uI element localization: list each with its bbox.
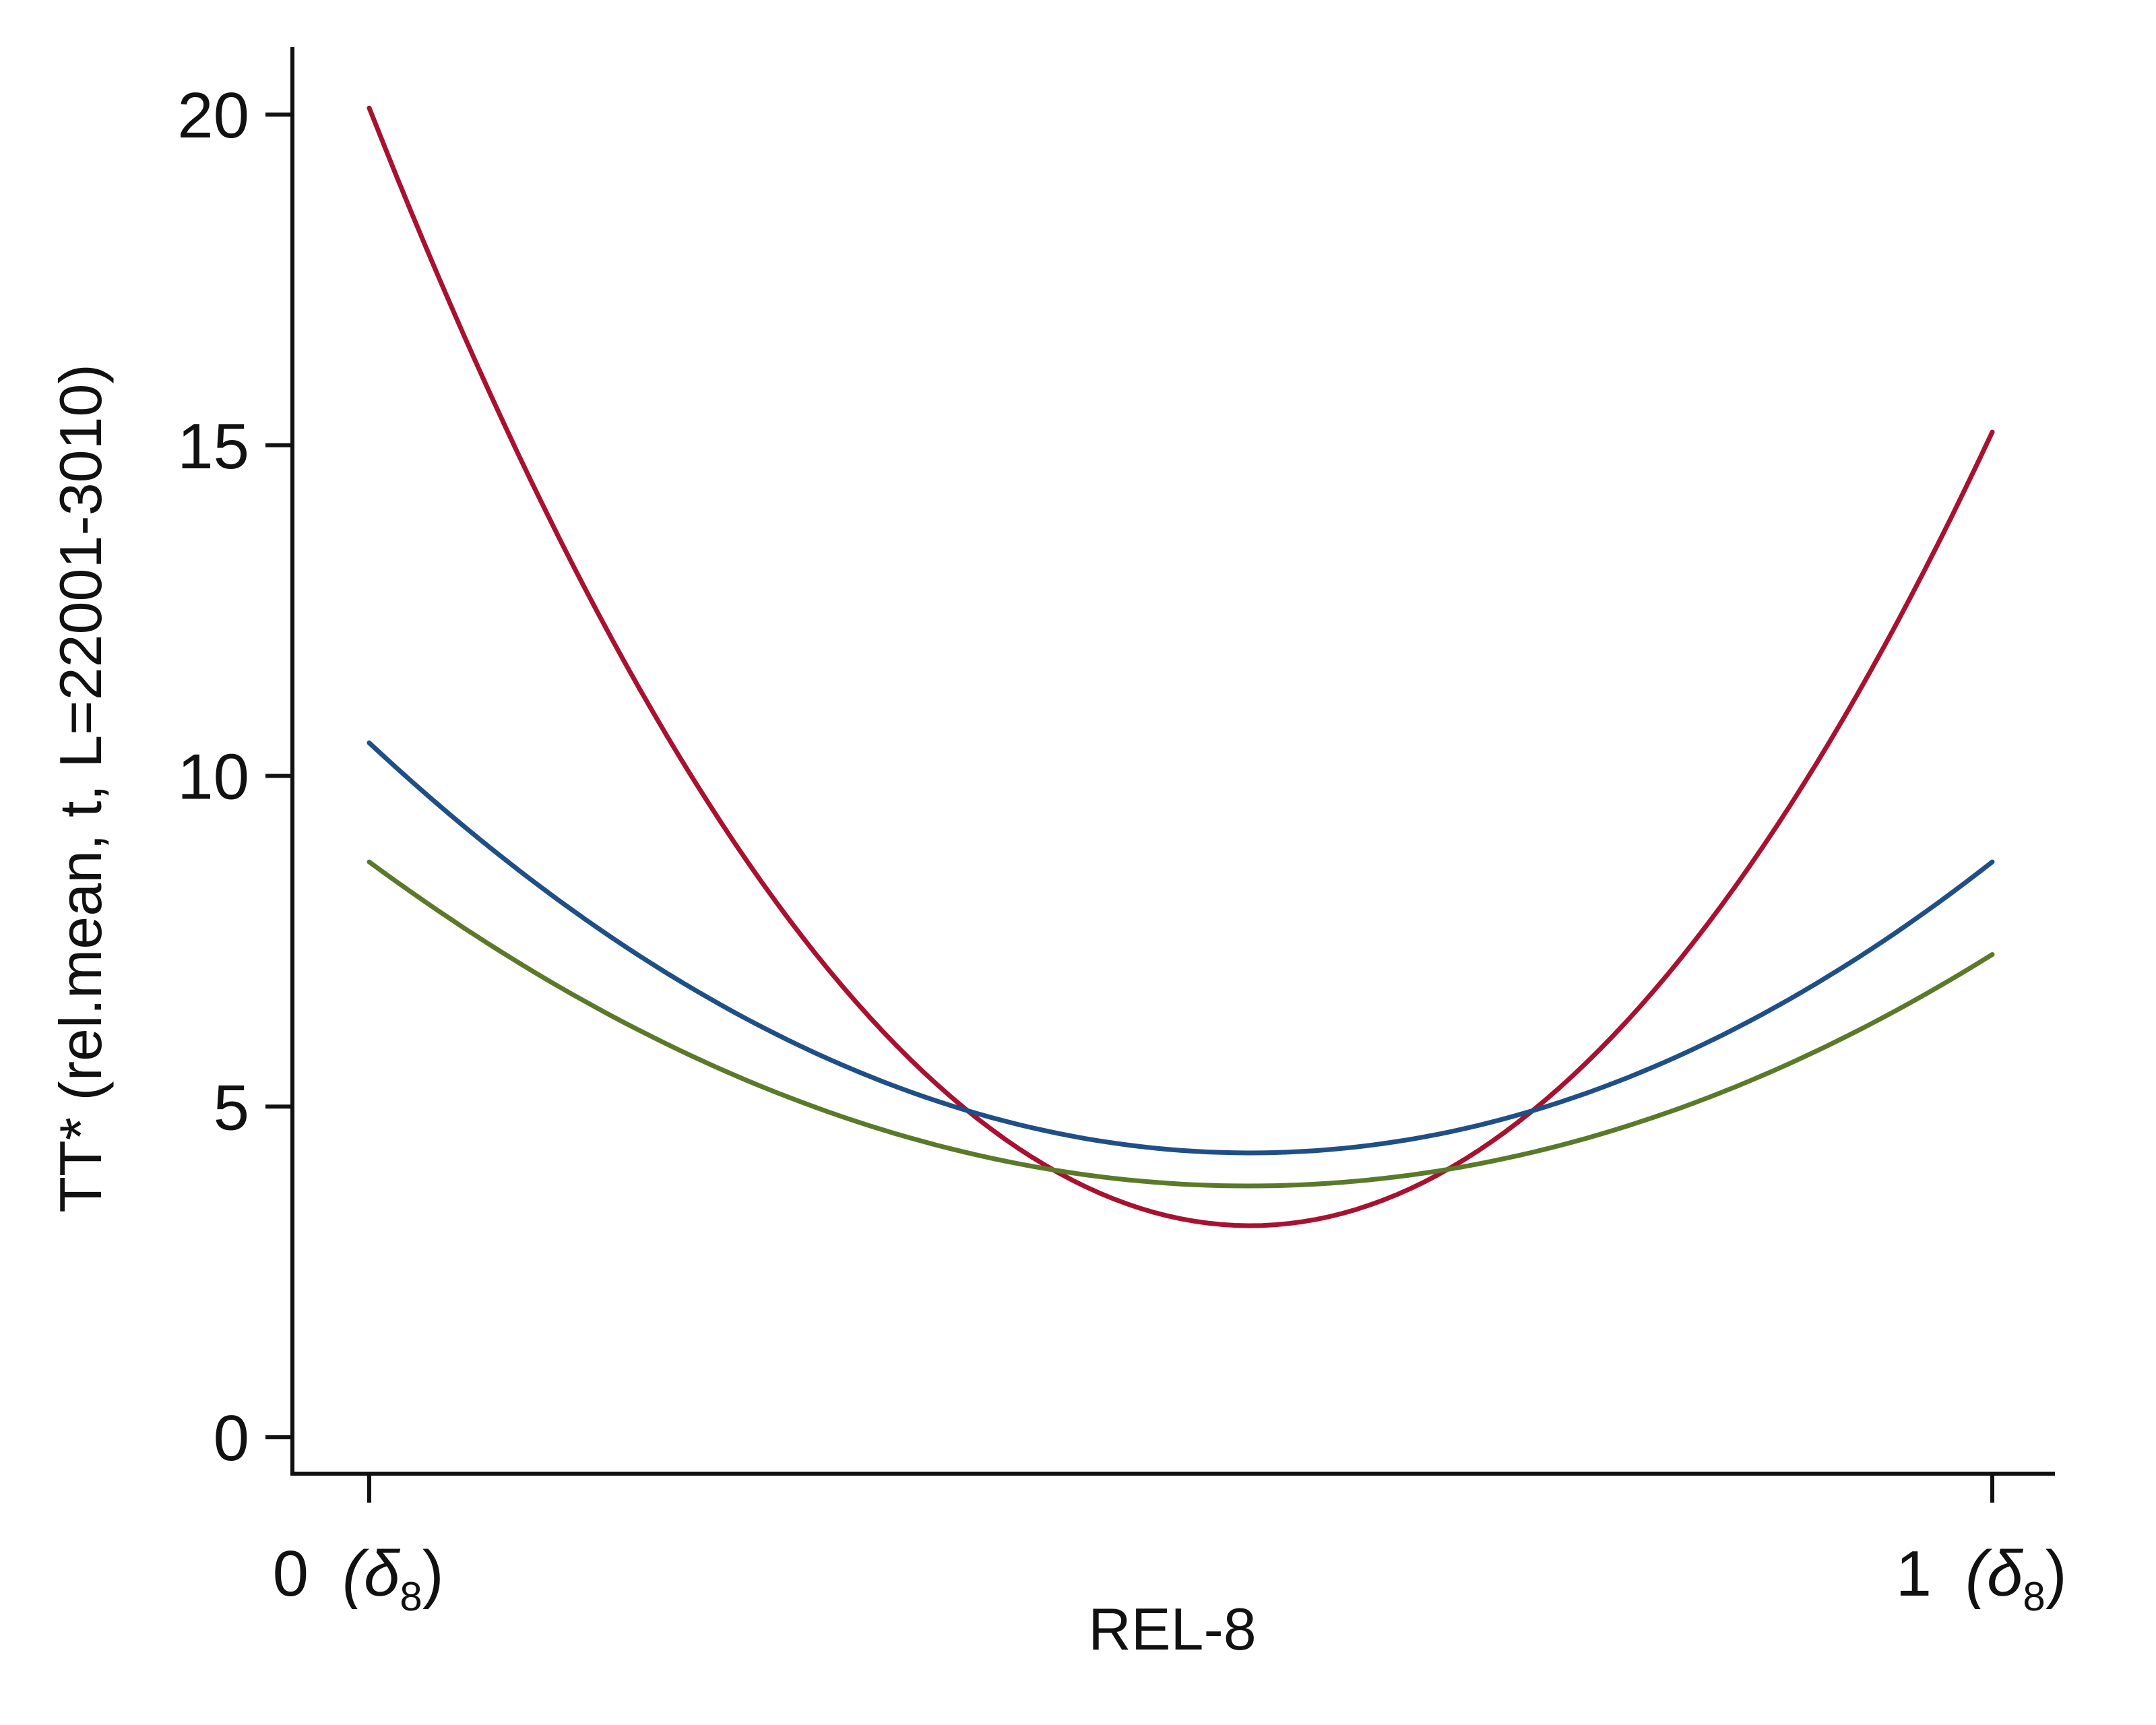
y-tick-label: 5 [214, 1071, 249, 1143]
x-axis-title: REL-8 [1088, 1596, 1256, 1662]
x-ticks: 0 (δ8) 1 (δ8) [273, 1474, 2067, 1619]
y-axis-title: TT* (rel.mean, t, L=22001-3010) [47, 364, 114, 1213]
x-tick-label: 1 [1896, 1538, 1932, 1610]
y-ticks: 0 5 10 15 20 [177, 80, 292, 1474]
series-lines [367, 105, 1995, 1228]
y-tick-label: 10 [177, 741, 249, 813]
series-line-3 [367, 859, 1995, 1189]
series-line-1 [367, 105, 1995, 1228]
y-tick-label: 15 [177, 410, 249, 482]
y-tick-label: 20 [177, 80, 249, 152]
x-tick-label: 0 [273, 1538, 309, 1610]
x-tick-symbol: (δ8) [1965, 1538, 2067, 1619]
y-tick-label: 0 [214, 1402, 249, 1474]
series-line-2 [367, 740, 1995, 1156]
x-tick-symbol: (δ8) [342, 1538, 444, 1619]
